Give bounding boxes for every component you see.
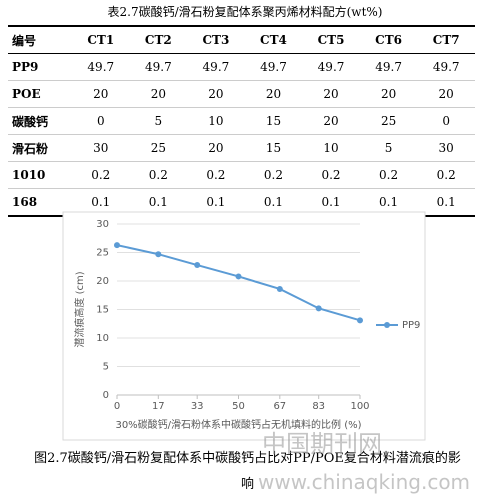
- y-tick-label: 30: [96, 219, 109, 230]
- watermark-brand: 中国期刊网: [262, 430, 382, 458]
- watermark-url: www.chinaqking.com: [258, 470, 471, 494]
- cell: 0.2: [72, 161, 130, 189]
- cell: 15: [244, 107, 303, 135]
- table-title: 表2.7碳酸钙/滑石粉复配体系聚丙烯材料配方(wt%): [107, 5, 383, 19]
- x-tick-label: 0: [114, 401, 120, 412]
- cell: 20: [129, 80, 188, 108]
- cell: CT1: [72, 25, 130, 54]
- cell: 15: [244, 134, 303, 162]
- cell: 25: [359, 107, 418, 135]
- y-axis-label: 潜流痕高度 (cm): [73, 271, 86, 347]
- y-tick-label: 15: [96, 305, 109, 316]
- cell: CT3: [187, 25, 245, 54]
- cell: 49.7: [187, 53, 245, 81]
- y-tick-label: 0: [103, 390, 109, 401]
- cell: 滑石粉: [8, 134, 72, 162]
- cell: 1010: [8, 161, 72, 189]
- point: [235, 273, 242, 280]
- cell: 5: [129, 107, 188, 135]
- x-tick-label: 100: [350, 401, 369, 412]
- point: [315, 305, 322, 312]
- cell: 49.7: [244, 53, 303, 81]
- cell: 30: [417, 134, 475, 162]
- cell: 碳酸钙: [8, 107, 72, 135]
- cell: CT6: [359, 25, 418, 54]
- row: 1010 0.2 0.2 0.2 0.2 0.2 0.2 0.2: [8, 161, 475, 189]
- cell: POE: [8, 80, 72, 108]
- y-tick-label: 25: [96, 248, 109, 259]
- legend-label: PP9: [402, 320, 420, 331]
- cell: 0.2: [187, 161, 245, 189]
- x-tick-label: 17: [152, 401, 165, 412]
- cell: 168: [8, 188, 72, 217]
- cell: 0: [72, 107, 130, 135]
- point: [155, 251, 162, 258]
- cell: 20: [359, 80, 418, 108]
- point: [357, 317, 363, 324]
- cell: 5: [359, 134, 418, 162]
- chart-frame: [62, 211, 426, 441]
- cell: 20: [72, 80, 130, 108]
- cell: CT2: [129, 25, 188, 54]
- table: 编号 CT1 CT2 CT3 CT4 CT5 CT6 CT7 PP9 49.7 49.7 49.7 49…: [8, 25, 475, 217]
- cell: 30: [72, 134, 130, 162]
- row: 碳酸钙 0 5 10 15 20 25 0: [8, 107, 475, 135]
- y-tick-label: 5: [103, 362, 109, 373]
- cell: 20: [417, 80, 475, 108]
- cell: 49.7: [417, 53, 475, 81]
- cell: PP9: [8, 53, 72, 81]
- cell: 0.2: [359, 161, 418, 189]
- x-tick-label: 67: [273, 401, 286, 412]
- cell: 20: [302, 107, 360, 135]
- point: [194, 262, 201, 269]
- point: [276, 285, 283, 292]
- cell: 10: [302, 134, 360, 162]
- cell: 49.7: [302, 53, 360, 81]
- cell: CT4: [244, 25, 303, 54]
- cell: 49.7: [359, 53, 418, 81]
- row: 滑石粉 30 25 20 15 10 5 30: [8, 134, 475, 162]
- cell: 20: [244, 80, 303, 108]
- y-tick-label: 10: [96, 333, 109, 344]
- row: POE 20 20 20 20 20 20 20: [8, 80, 475, 108]
- cell: 20: [187, 134, 245, 162]
- x-tick-label: 83: [312, 401, 325, 412]
- cell: 25: [129, 134, 188, 162]
- x-axis-label: 30%碳酸钙/滑石粉体系中碳酸钙占无机填料的比例 (%): [115, 418, 361, 431]
- legend-marker: [384, 322, 390, 328]
- cell: 0.1: [417, 188, 475, 217]
- row: PP9 49.7 49.7 49.7 49.7 49.7 49.7 49.7: [8, 53, 475, 81]
- cell: 0.2: [302, 161, 360, 189]
- point: [114, 242, 120, 249]
- caption: 图2.7碳酸钙/滑石粉复配体系中碳酸钙占比对PP/POE复合材料潜流痕的影响: [34, 451, 461, 492]
- cell: 0: [417, 107, 475, 135]
- cell: 20: [302, 80, 360, 108]
- cell: 0.2: [129, 161, 188, 189]
- cell: CT5: [302, 25, 360, 54]
- y-tick-label: 20: [96, 276, 109, 287]
- cell: 0.2: [244, 161, 303, 189]
- header-row: 编号 CT1 CT2 CT3 CT4 CT5 CT6 CT7: [8, 25, 475, 54]
- x-tick-label: 33: [191, 401, 204, 412]
- cell: 49.7: [72, 53, 130, 81]
- cell: CT7: [417, 25, 475, 54]
- cell: 49.7: [129, 53, 188, 81]
- cell: 10: [187, 107, 245, 135]
- cell: 0.2: [417, 161, 475, 189]
- x-tick-label: 50: [232, 401, 245, 412]
- cell: 编号: [8, 25, 72, 54]
- cell: 20: [187, 80, 245, 108]
